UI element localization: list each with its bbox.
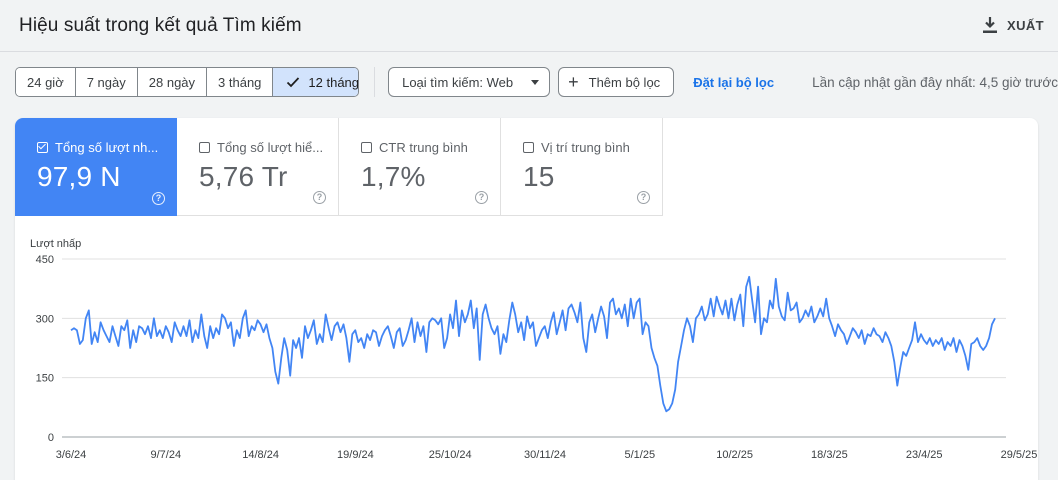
plus-icon: +	[568, 72, 579, 92]
chart-svg: Lượt nhấp 450 300 150 03/6/24 9/7/24 14/8/24 19…	[30, 238, 1038, 461]
x-tick-label: 5/1/25	[625, 449, 656, 461]
range-28d-button[interactable]: 28 ngày	[137, 68, 208, 96]
export-button[interactable]: XUẤT	[982, 17, 1044, 34]
metric-average-ctr[interactable]: CTR trung bình 1,7% ?	[339, 118, 501, 216]
range-3m-button[interactable]: 3 tháng	[207, 68, 274, 96]
page-title: Hiệu suất trong kết quả Tìm kiếm	[19, 14, 302, 36]
y-tick-label: 150	[36, 373, 54, 385]
caret-down-icon	[531, 79, 540, 85]
range-12m-button[interactable]: 12 tháng	[273, 68, 359, 96]
clicks-chart: Lượt nhấp 450 300 150 0 3/6/24 9/7/24 14/8/24 19…	[0, 118, 1058, 480]
add-filter-label: Thêm bộ lọc	[588, 74, 661, 90]
x-tick-label: 14/8/24	[242, 449, 279, 461]
x-tick-label: 19/9/24	[337, 449, 374, 461]
clicks-series-line	[70, 275, 996, 413]
metric-value: 15	[523, 161, 555, 192]
x-tick-label: 23/4/25	[906, 449, 943, 461]
x-tick-label: 9/7/24	[151, 449, 182, 461]
metric-average-position[interactable]: Vị trí trung bình 15 ?	[501, 118, 663, 216]
help-icon[interactable]: ?	[152, 192, 165, 205]
range-7d-button[interactable]: 7 ngày	[75, 68, 138, 96]
y-axis-label: Lượt nhấp	[30, 238, 81, 250]
x-tick-label: 18/3/25	[811, 449, 848, 461]
x-tick-label: 25/10/24	[429, 449, 472, 461]
filter-bar: 24 giờ 7 ngày 28 ngày 3 tháng 12 tháng L…	[15, 67, 1058, 97]
range-24h-button[interactable]: 24 giờ	[16, 68, 76, 96]
search-type-dropdown[interactable]: Loại tìm kiếm: Web	[388, 67, 551, 97]
x-tick-label: 3/6/24	[56, 449, 87, 461]
page-header: Hiệu suất trong kết quả Tìm kiếm XUẤT	[0, 0, 1058, 52]
checkbox-icon	[361, 142, 372, 153]
performance-card: Tổng số lượt nh... 97,9 N ? Tổng số lượt…	[15, 118, 1038, 480]
metric-total-clicks[interactable]: Tổng số lượt nh... 97,9 N ?	[15, 118, 177, 216]
metric-value: 5,76 Tr	[199, 161, 288, 192]
help-icon[interactable]: ?	[637, 191, 650, 204]
checkbox-icon	[199, 142, 210, 153]
reset-filters-link[interactable]: Đặt lại bộ lọc	[693, 74, 775, 90]
metric-value: 1,7%	[361, 161, 426, 192]
y-tick-label: 450	[36, 254, 54, 266]
x-tick-label: 29/5/25	[1001, 449, 1038, 461]
metric-total-impressions[interactable]: Tổng số lượt hiể... 5,76 Tr ?	[177, 118, 339, 216]
date-range-selector: 24 giờ 7 ngày 28 ngày 3 tháng 12 tháng	[15, 67, 360, 97]
help-icon[interactable]: ?	[475, 191, 488, 204]
x-tick-label: 30/11/24	[524, 449, 566, 461]
y-tick-label: 300	[36, 313, 54, 325]
checkbox-icon	[37, 142, 48, 153]
export-label: XUẤT	[1007, 18, 1044, 33]
search-type-label: Loại tìm kiếm: Web	[402, 74, 514, 90]
check-icon	[287, 77, 300, 88]
metric-value: 97,9 N	[37, 161, 121, 192]
x-tick-label: 10/2/25	[716, 449, 753, 461]
add-filter-button[interactable]: + Thêm bộ lọc	[558, 67, 675, 97]
last-update-text: Lần cập nhật gần đây nhất: 4,5 giờ trước	[812, 74, 1058, 90]
metric-tabs: Tổng số lượt nh... 97,9 N ? Tổng số lượt…	[15, 118, 1038, 216]
filter-divider	[374, 67, 376, 97]
y-tick-label: 0	[48, 432, 54, 444]
help-icon[interactable]: ?	[313, 191, 326, 204]
download-icon	[983, 17, 997, 33]
checkbox-icon	[523, 142, 534, 153]
